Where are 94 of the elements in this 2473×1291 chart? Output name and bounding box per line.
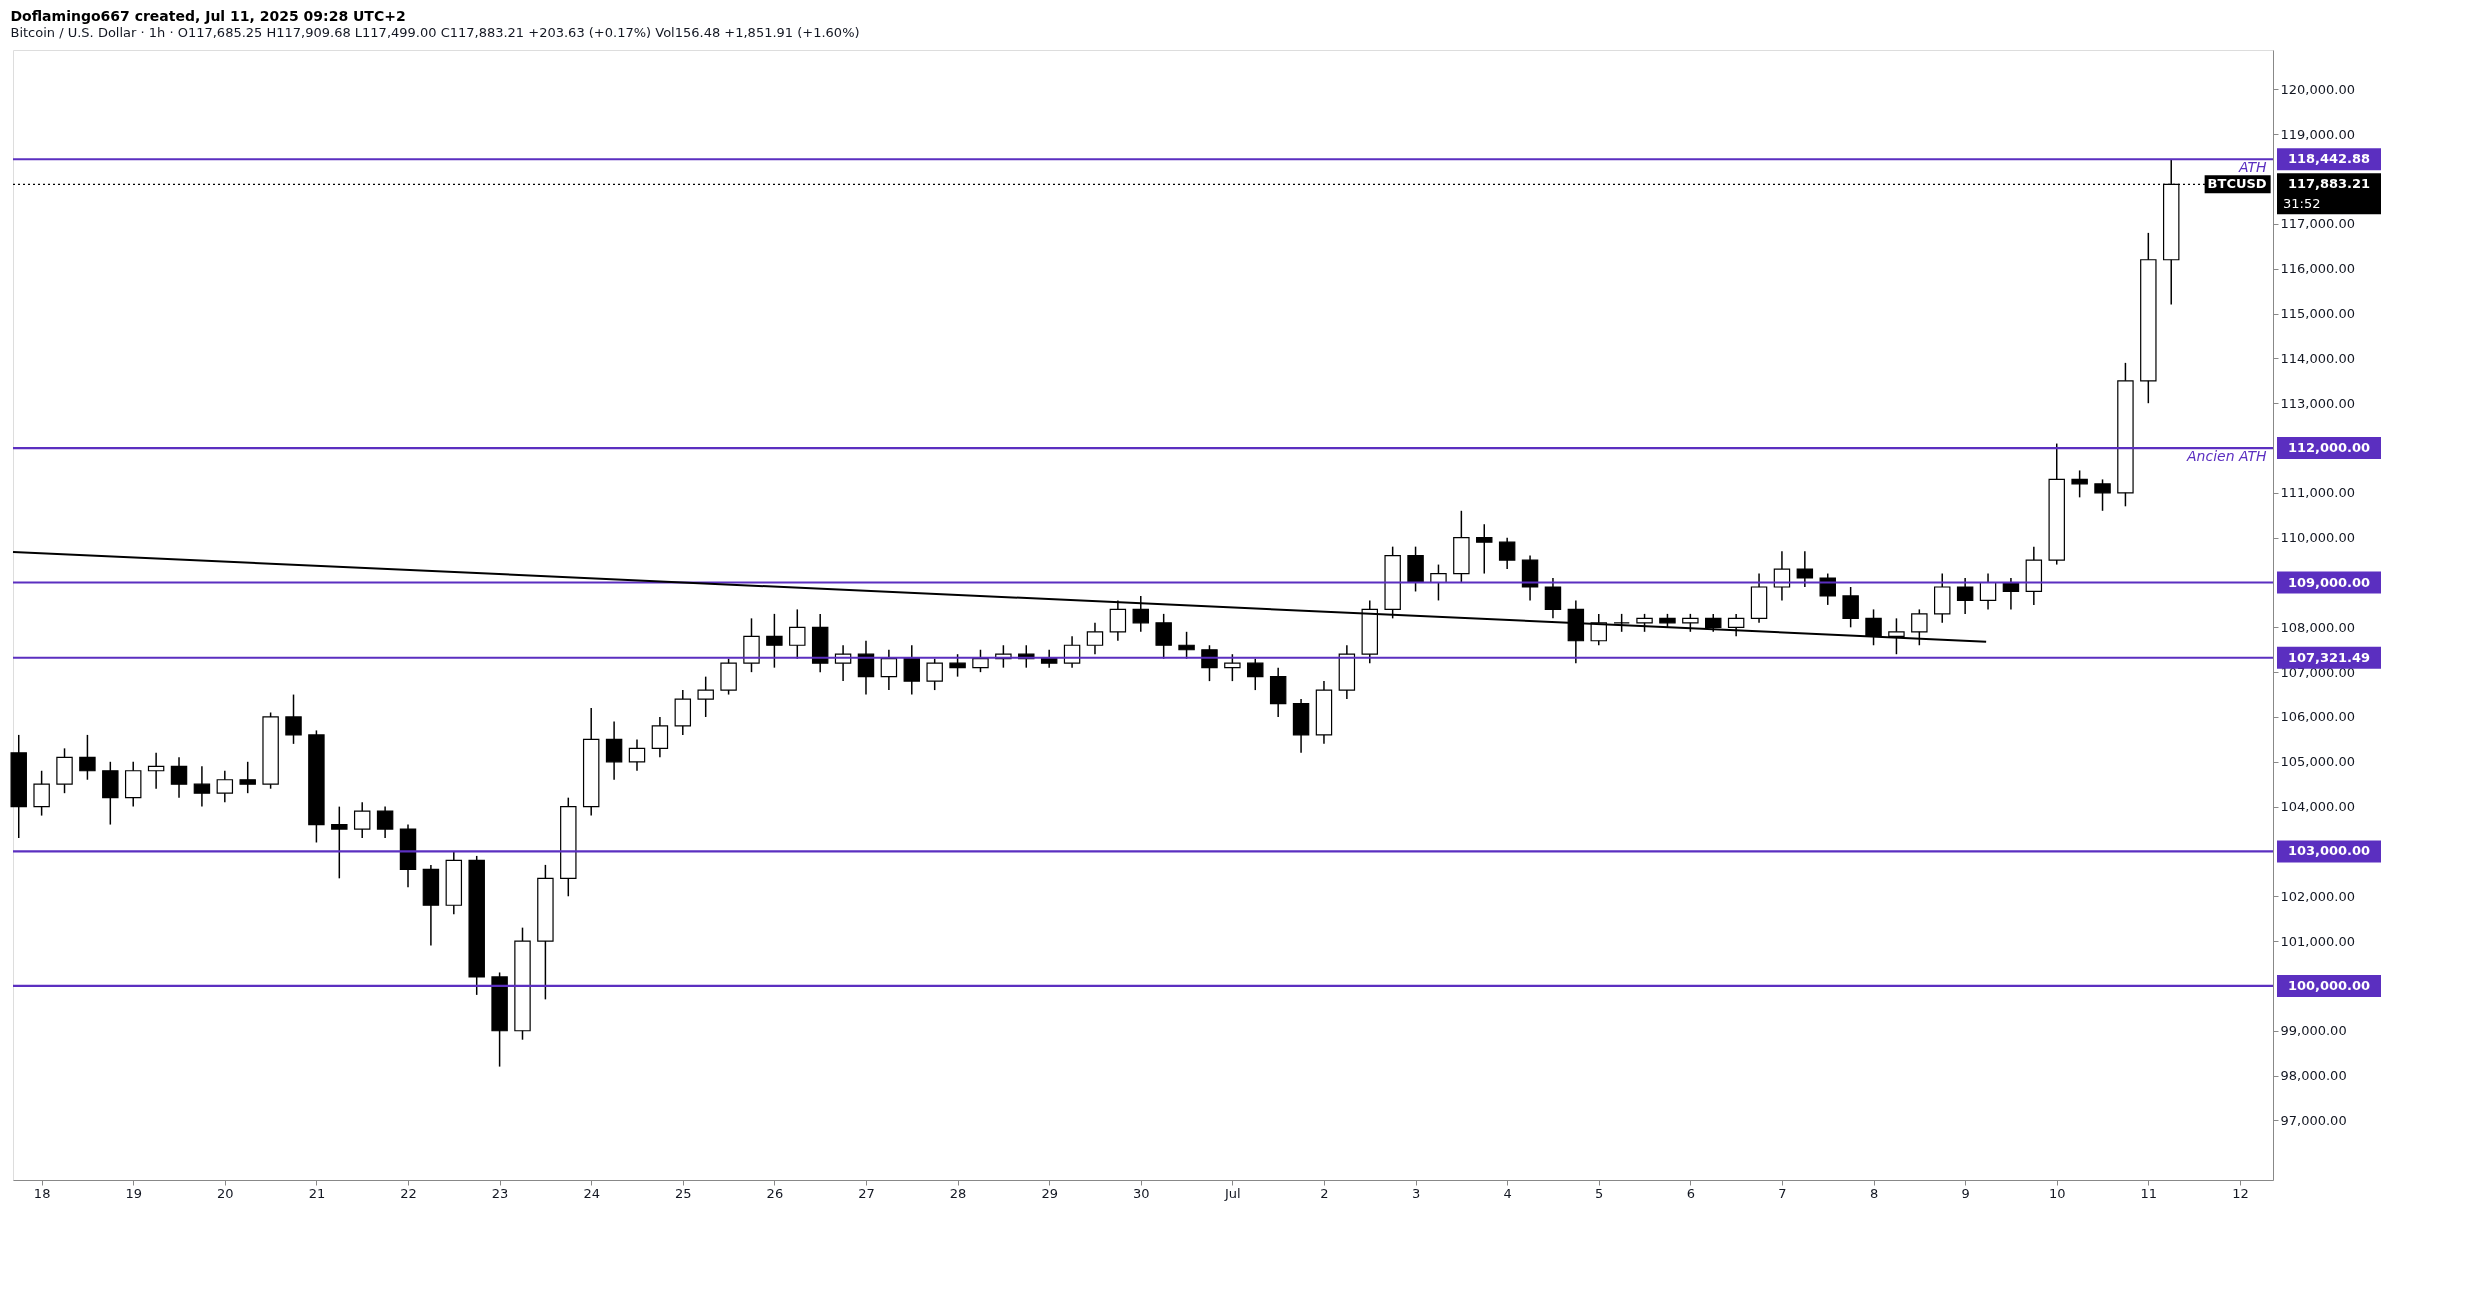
candlestick — [79, 734, 96, 781]
y-tick-label: 99,000.00 — [2280, 1023, 2347, 1039]
candlestick — [1155, 613, 1172, 660]
candlestick — [285, 693, 302, 745]
candlestick — [949, 653, 966, 678]
candlestick — [239, 761, 256, 794]
candlestick — [2094, 478, 2111, 512]
y-tick-label: 119,000.00 — [2280, 126, 2355, 142]
candlestick — [697, 675, 714, 718]
candlestick — [1727, 613, 1745, 638]
candlestick — [353, 801, 371, 839]
x-tick-label: 30 — [1133, 1185, 1150, 1201]
y-tick-label: 97,000.00 — [2280, 1112, 2347, 1128]
y-tick-label: 101,000.00 — [2280, 933, 2355, 949]
candlestick — [903, 644, 921, 696]
x-tick-label: 9 — [1961, 1185, 1970, 1201]
candlestick — [1224, 653, 1241, 682]
text: 31:52 — [2283, 196, 2321, 212]
y-tick-label: 102,000.00 — [2280, 888, 2355, 904]
candlestick — [1132, 595, 1150, 633]
x-tick-label: 5 — [1595, 1185, 1604, 1201]
candlestick — [1796, 550, 1814, 588]
candlestick — [1476, 523, 1493, 575]
x-tick-label: 4 — [1503, 1185, 1512, 1201]
x-tick-label: 3 — [1411, 1185, 1421, 1201]
annotation: Ancien ATH — [2186, 448, 2268, 465]
x-tick-label: 2 — [1320, 1185, 1329, 1201]
annotation: BTCUSD — [2207, 176, 2267, 192]
y-tick-label: 104,000.00 — [2280, 799, 2355, 815]
x-tick-label: 12 — [2232, 1185, 2249, 1201]
x-tick-label: 11 — [2140, 1185, 2158, 1201]
candlestick — [651, 716, 669, 759]
y-tick-label: 113,000.00 — [2280, 395, 2355, 411]
candlestick — [605, 720, 623, 781]
annotation: ATH — [2238, 159, 2268, 176]
candlestick — [2071, 469, 2088, 499]
candlestick — [628, 738, 646, 772]
ref-line-label: 107,321.49 — [2287, 649, 2371, 665]
candlestick — [1086, 622, 1104, 655]
candlestick — [33, 770, 50, 817]
x-tick-label: 21 — [308, 1185, 326, 1201]
ref-line-label: 103,000.00 — [2287, 843, 2371, 859]
x-tick-label: 18 — [33, 1185, 51, 1201]
candlestick — [331, 805, 348, 880]
y-tick-label: 116,000.00 — [2280, 261, 2355, 277]
y-tick-label: 110,000.00 — [2280, 530, 2355, 546]
ref-line-label: 117,883.21 — [2287, 176, 2371, 192]
y-tick-label: 120,000.00 — [2280, 81, 2355, 97]
chart-title: Doflamingo667 created, Jul 11, 2025 09:28 UTC+2 — [10, 8, 406, 24]
candlestick — [1498, 536, 1516, 570]
y-tick-label: 114,000.00 — [2280, 350, 2355, 366]
x-tick-label: 25 — [675, 1185, 692, 1201]
y-tick-label: 108,000.00 — [2280, 619, 2355, 635]
x-tick-label: 29 — [1041, 1185, 1058, 1201]
x-tick-label: 28 — [949, 1185, 967, 1201]
x-tick-label: 8 — [1869, 1185, 1879, 1201]
x-tick-label: 22 — [400, 1185, 417, 1201]
x-tick-label: 7 — [1778, 1185, 1787, 1201]
candlestick — [880, 648, 898, 691]
candlestick — [1956, 577, 1974, 615]
candlestick — [1544, 577, 1562, 620]
candlestick — [1842, 586, 1859, 629]
x-tick-label: 20 — [217, 1185, 234, 1201]
candlestick — [216, 770, 234, 803]
candlestick — [926, 657, 943, 691]
candlestick — [376, 805, 394, 839]
x-tick-label: 10 — [2048, 1185, 2066, 1201]
y-tick-label: 115,000.00 — [2280, 306, 2355, 322]
ref-line-label: 100,000.00 — [2287, 977, 2371, 993]
ref-line-label: 118,442.88 — [2287, 151, 2371, 167]
x-tick-label: Jul — [1224, 1185, 1241, 1201]
y-tick-label: 117,000.00 — [2280, 216, 2355, 232]
x-tick-label: 24 — [583, 1185, 600, 1201]
x-tick-label: 27 — [858, 1185, 875, 1201]
chart-subtitle: Bitcoin / U.S. Dollar · 1h · O117,685.25 H117,909.68 L117,499.00 C117,883.21 +203.63 (+0.17%) Vol156.48 +1,851.91 (+1.60%) — [10, 25, 860, 40]
candlestick — [1201, 644, 1218, 682]
candlestick — [789, 608, 806, 660]
x-tick-label: 6 — [1686, 1185, 1695, 1201]
candlestick — [1178, 631, 1195, 660]
candlestick — [1247, 657, 1264, 691]
ref-line-label: 109,000.00 — [2287, 574, 2371, 590]
y-tick-label: 105,000.00 — [2280, 754, 2355, 770]
x-tick-label: 23 — [491, 1185, 509, 1201]
candlestick — [193, 765, 211, 808]
candlestick — [170, 756, 188, 799]
x-tick-label: 26 — [766, 1185, 784, 1201]
y-tick-label: 98,000.00 — [2280, 1068, 2347, 1084]
y-tick-label: 107,000.00 — [2280, 664, 2355, 680]
y-tick-label: 111,000.00 — [2280, 485, 2355, 501]
y-tick-label: 106,000.00 — [2280, 709, 2355, 725]
ref-line-label: 112,000.00 — [2287, 440, 2371, 456]
candlestick — [972, 648, 989, 673]
x-tick-label: 19 — [125, 1185, 142, 1201]
candlestick — [766, 613, 783, 669]
